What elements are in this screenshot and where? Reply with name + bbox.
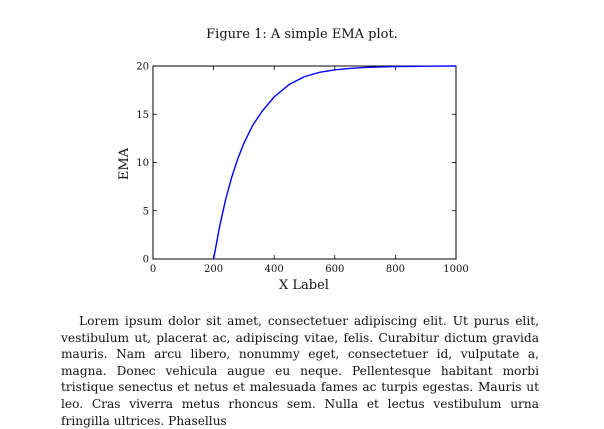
y-tick-label: 15 <box>136 110 149 121</box>
x-tick-label: 600 <box>325 264 344 275</box>
x-tick-label: 1000 <box>443 264 468 275</box>
plot-frame <box>152 65 457 260</box>
x-tick-label: 0 <box>150 264 156 275</box>
plot-area: 0 200 400 600 800 1000 0 5 10 15 20 <box>136 62 468 276</box>
x-tick-label: 800 <box>386 264 405 275</box>
x-tick-label: 200 <box>204 264 223 275</box>
body-paragraph: Lorem ipsum dolor sit amet, consectetuer… <box>61 314 539 428</box>
x-tick-label: 400 <box>265 264 284 275</box>
figure-caption: Figure 1: A simple EMA plot. <box>206 27 398 42</box>
y-axis-label: EMA <box>117 147 132 180</box>
ema-series-line <box>212 65 457 260</box>
y-tick-label: 20 <box>136 62 149 73</box>
y-tick-label: 10 <box>136 158 149 169</box>
y-tick-label: 0 <box>143 255 149 266</box>
x-axis-label: X Label <box>279 278 329 293</box>
ema-chart: 0 200 400 600 800 1000 0 5 10 15 20 X Label EMA <box>117 62 469 294</box>
y-tick-label: 5 <box>143 206 149 217</box>
